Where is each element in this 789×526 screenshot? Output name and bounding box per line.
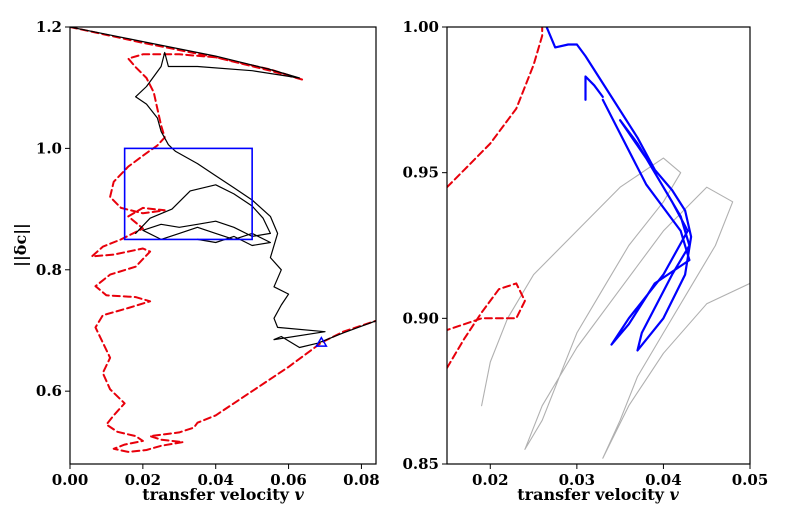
left-ticks: 0.00 0.02 0.04 0.06 0.08 0.6 0.8 1.0 1.2 <box>36 18 380 489</box>
left-series-2 <box>135 184 271 247</box>
left-ytick-label-1: 0.8 <box>36 261 62 279</box>
right-series-0 <box>447 27 544 189</box>
right-series-3 <box>584 75 604 101</box>
right-ytick-label-0: 0.85 <box>402 455 439 473</box>
left-plot-data <box>70 27 376 453</box>
right-plot-data <box>447 27 750 459</box>
triangle-marker <box>315 336 328 347</box>
right-ytick-label-3: 1.00 <box>402 18 439 36</box>
left-axes-frame <box>69 26 377 465</box>
right-series-1 <box>447 282 526 369</box>
left-ytick-label-3: 1.2 <box>36 18 62 36</box>
left-xtick-label-0: 0.00 <box>52 471 89 489</box>
left-ylabel: ||δc|| <box>11 223 30 267</box>
left-ytick-label-2: 1.0 <box>36 139 62 157</box>
right-xtick-label-0: 0.02 <box>472 471 509 489</box>
right-axes-frame <box>446 26 751 465</box>
right-series-group <box>447 27 750 459</box>
right-series-4 <box>481 157 750 459</box>
left-series-0 <box>70 27 376 453</box>
right-panel: 0.02 0.03 0.04 0.05 0.85 0.90 0.95 1.00 transfe… <box>402 18 768 504</box>
inset-box <box>123 147 253 241</box>
left-xtick-label-3: 0.06 <box>270 471 307 489</box>
right-ytick-label-2: 0.95 <box>402 164 439 182</box>
left-xtick-label-1: 0.02 <box>125 471 162 489</box>
left-xlabel: transfer velocity v <box>142 485 304 504</box>
left-panel: 0.00 0.02 0.04 0.06 0.08 0.6 0.8 1.0 1.2 transfe… <box>11 18 380 504</box>
left-series-group <box>70 27 376 453</box>
left-ytick-label-0: 0.6 <box>36 382 62 400</box>
left-series-1 <box>70 27 376 349</box>
right-xlabel: transfer velocity v <box>517 485 679 504</box>
right-series-2 <box>545 27 693 352</box>
right-ytick-label-1: 0.90 <box>402 309 439 327</box>
right-ticks: 0.02 0.03 0.04 0.05 0.85 0.90 0.95 1.00 <box>402 18 768 489</box>
right-xtick-label-2: 0.04 <box>645 471 682 489</box>
left-xtick-label-2: 0.04 <box>197 471 234 489</box>
right-xtick-label-3: 0.05 <box>732 471 769 489</box>
left-xtick-label-4: 0.08 <box>343 471 380 489</box>
right-xtick-label-1: 0.03 <box>559 471 596 489</box>
